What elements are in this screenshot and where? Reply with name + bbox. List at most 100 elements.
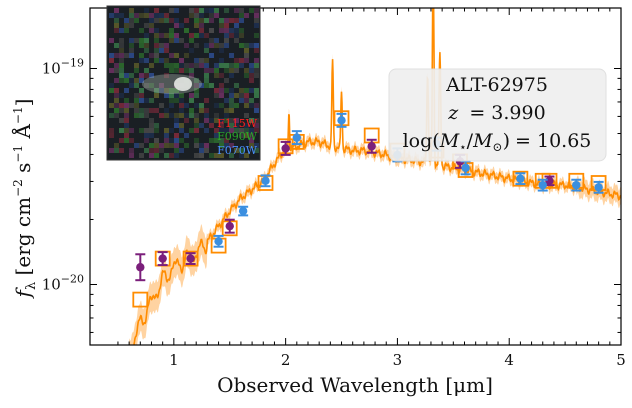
inset-noise-pixel	[244, 98, 249, 103]
inset-noise-pixel	[179, 148, 184, 153]
plot-area	[129, 8, 621, 345]
inset-noise-pixel	[124, 133, 129, 138]
inset-noise-pixel	[114, 68, 119, 73]
inset-noise-pixel	[124, 28, 129, 33]
inset-noise-pixel	[144, 138, 149, 143]
inset-noise-pixel	[159, 103, 164, 108]
inset-noise-pixel	[194, 8, 199, 13]
inset-noise-pixel	[159, 58, 164, 63]
inset-noise-pixel	[179, 58, 184, 63]
inset-noise-pixel	[189, 13, 194, 18]
inset-noise-pixel	[194, 153, 199, 158]
inset-noise-pixel	[119, 78, 124, 83]
inset-noise-pixel	[184, 118, 189, 123]
inset-noise-pixel	[194, 43, 199, 48]
inset-noise-pixel	[189, 68, 194, 73]
inset-noise-pixel	[124, 88, 129, 93]
inset-noise-pixel	[149, 98, 154, 103]
purple-point-marker	[281, 144, 290, 153]
inset-noise-pixel	[139, 143, 144, 148]
inset-noise-pixel	[129, 103, 134, 108]
inset-noise-pixel	[239, 93, 244, 98]
inset-noise-pixel	[224, 143, 229, 148]
inset-noise-pixel	[174, 18, 179, 23]
inset-noise-pixel	[124, 78, 129, 83]
inset-noise-pixel	[244, 43, 249, 48]
inset-noise-pixel	[179, 38, 184, 43]
inset-noise-pixel	[139, 38, 144, 43]
inset-noise-pixel	[124, 18, 129, 23]
inset-noise-pixel	[179, 93, 184, 98]
inset-noise-pixel	[244, 113, 249, 118]
inset-noise-pixel	[174, 53, 179, 58]
inset-noise-pixel	[179, 68, 184, 73]
inset-noise-pixel	[119, 128, 124, 133]
inset-noise-pixel	[154, 53, 159, 58]
inset-noise-pixel	[144, 48, 149, 53]
inset-noise-pixel	[214, 73, 219, 78]
inset-noise-pixel	[144, 83, 149, 88]
inset-noise-pixel	[214, 63, 219, 68]
inset-noise-pixel	[189, 73, 194, 78]
inset-noise-pixel	[229, 88, 234, 93]
inset-noise-pixel	[129, 8, 134, 13]
blue-point-marker	[516, 174, 525, 183]
inset-noise-pixel	[244, 48, 249, 53]
inset-noise-pixel	[149, 118, 154, 123]
purple-point-marker	[186, 254, 195, 263]
inset-noise-pixel	[144, 68, 149, 73]
inset-noise-pixel	[134, 13, 139, 18]
inset-noise-pixel	[169, 68, 174, 73]
inset-noise-pixel	[114, 148, 119, 153]
x-axis-title: Observed Wavelength [μm]	[217, 373, 493, 397]
inset-noise-pixel	[179, 138, 184, 143]
inset-noise-pixel	[134, 18, 139, 23]
inset-noise-pixel	[234, 28, 239, 33]
inset-noise-pixel	[254, 68, 259, 73]
x-tick-label: 2	[281, 351, 291, 369]
inset-noise-pixel	[164, 48, 169, 53]
inset-noise-pixel	[154, 148, 159, 153]
inset-noise-pixel	[164, 93, 169, 98]
inset-noise-pixel	[254, 118, 259, 123]
inset-noise-pixel	[119, 148, 124, 153]
inset-noise-pixel	[159, 143, 164, 148]
inset-noise-pixel	[179, 128, 184, 133]
inset-noise-pixel	[169, 53, 174, 58]
inset-noise-pixel	[229, 93, 234, 98]
inset-noise-pixel	[219, 73, 224, 78]
inset-noise-pixel	[179, 113, 184, 118]
inset-noise-pixel	[109, 68, 114, 73]
inset-noise-pixel	[249, 8, 254, 13]
inset-noise-pixel	[174, 118, 179, 123]
inset-noise-pixel	[149, 18, 154, 23]
inset-noise-pixel	[109, 58, 114, 63]
inset-noise-pixel	[129, 48, 134, 53]
inset-noise-pixel	[214, 133, 219, 138]
inset-noise-pixel	[199, 83, 204, 88]
inset-noise-pixel	[224, 88, 229, 93]
inset-noise-pixel	[139, 73, 144, 78]
inset-noise-pixel	[139, 13, 144, 18]
inset-noise-pixel	[124, 128, 129, 133]
inset-noise-pixel	[199, 148, 204, 153]
inset-noise-pixel	[159, 43, 164, 48]
inset-noise-pixel	[124, 103, 129, 108]
inset-noise-pixel	[189, 98, 194, 103]
blue-point-marker	[238, 206, 248, 216]
inset-noise-pixel	[174, 63, 179, 68]
inset-noise-pixel	[164, 133, 169, 138]
inset-noise-pixel	[154, 58, 159, 63]
inset-noise-pixel	[119, 108, 124, 113]
inset-noise-pixel	[189, 108, 194, 113]
inset-noise-pixel	[239, 13, 244, 18]
inset-noise-pixel	[134, 108, 139, 113]
inset-noise-pixel	[219, 28, 224, 33]
inset-noise-pixel	[234, 148, 239, 153]
inset-noise-pixel	[219, 143, 224, 148]
inset-noise-pixel	[199, 123, 204, 128]
inset-noise-pixel	[109, 148, 114, 153]
inset-noise-pixel	[144, 33, 149, 38]
inset-noise-pixel	[229, 103, 234, 108]
y-axis-ticks: 10−20 10−19	[42, 56, 621, 333]
